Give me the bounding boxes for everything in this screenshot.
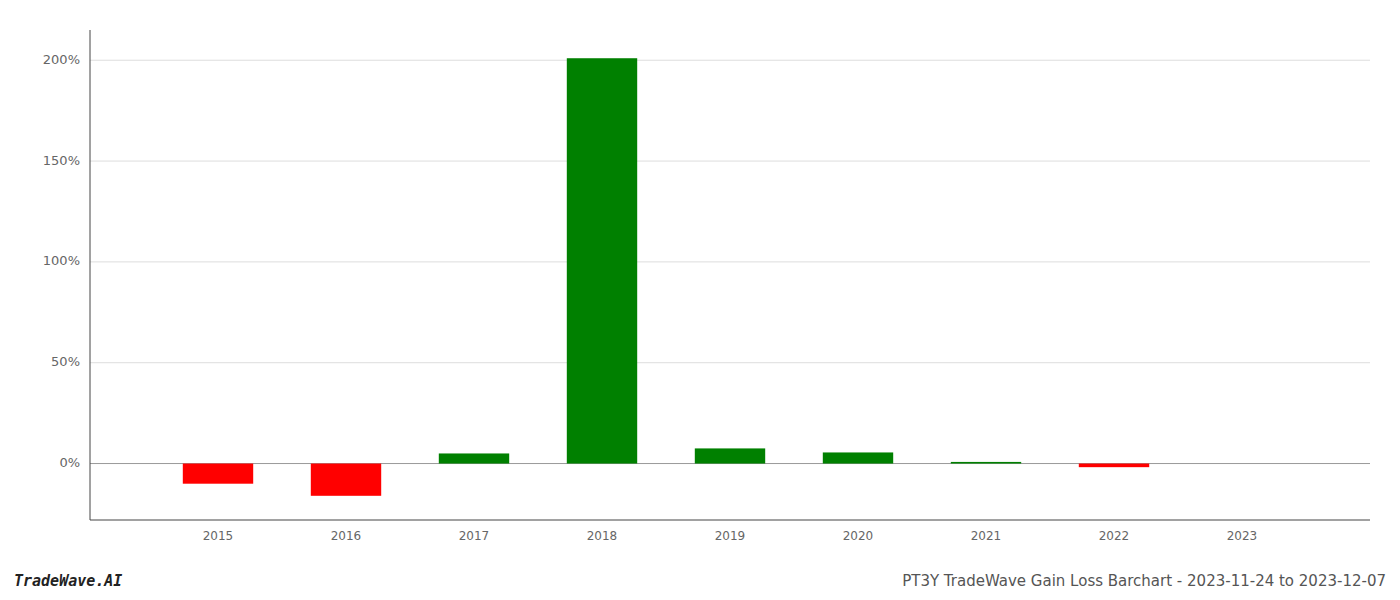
bar (1079, 464, 1149, 468)
bar (951, 462, 1021, 464)
chart: 0% 50% 100% 150% 200% 2015 2016 2017 2018 2019 202… (0, 0, 1400, 600)
x-tick-label: 2017 (459, 529, 490, 543)
title: PT3Y TradeWave Gain Loss Barchart - 2023… (902, 572, 1386, 590)
grid-line (90, 261, 1370, 262)
x-tick-label: 2018 (587, 529, 618, 543)
y-tick-label: 0% (59, 455, 80, 470)
bar (183, 464, 253, 484)
y-tick-label: 100% (43, 253, 80, 268)
grid-line (90, 161, 1370, 162)
grid-line (90, 362, 1370, 363)
bar (567, 58, 637, 463)
y-tick-label: 200% (43, 52, 80, 67)
y-tick-label: 150% (43, 153, 80, 168)
bar (311, 464, 381, 496)
grid-line (90, 60, 1370, 61)
x-tick-label: 2022 (1099, 529, 1130, 543)
bar (823, 452, 893, 463)
bar (695, 448, 765, 463)
bar (439, 453, 509, 463)
x-axis-line (90, 520, 1370, 521)
x-tick-label: 2023 (1227, 529, 1258, 543)
subtitle: TradeWave.AI (14, 572, 122, 590)
x-tick-label: 2016 (331, 529, 362, 543)
y-axis-line (90, 30, 91, 520)
y-tick-label: 50% (51, 354, 80, 369)
bars (183, 58, 1149, 496)
x-tick-label: 2020 (843, 529, 874, 543)
x-tick-label: 2021 (971, 529, 1002, 543)
bar (1207, 463, 1277, 464)
x-tick-label: 2019 (715, 529, 746, 543)
grid (90, 60, 1370, 463)
x-tick-label: 2015 (203, 529, 234, 543)
